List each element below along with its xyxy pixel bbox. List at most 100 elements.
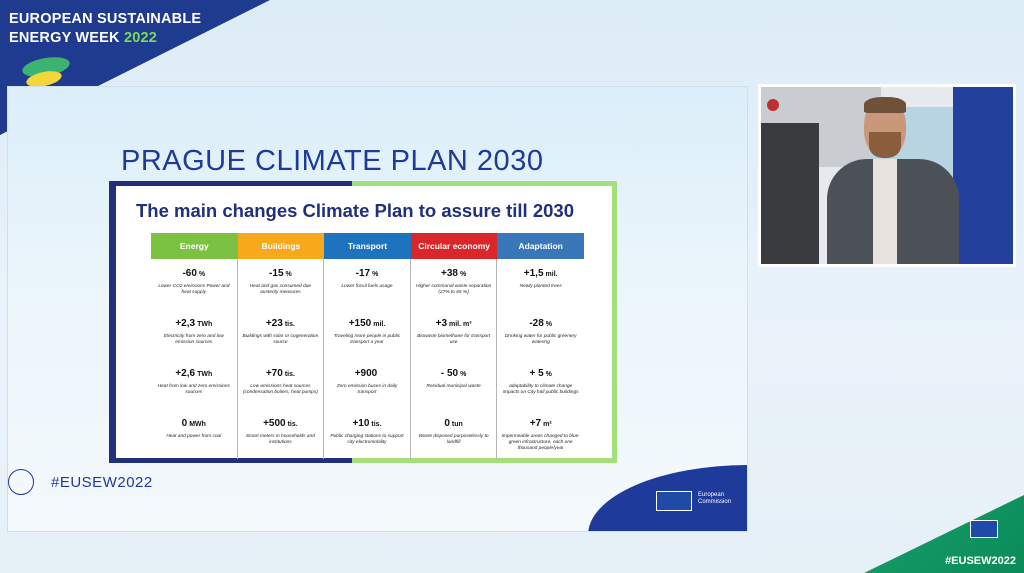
event-title-line1: EUROPEAN SUSTAINABLE [9,10,249,29]
cell-value: +10 [352,418,369,429]
cell-value: -15 [269,268,283,279]
cell-value: +38 [441,268,458,279]
table-cell: + 5% adaptability to climate change impac… [497,359,584,409]
cell-value: +500 [263,418,286,429]
speaker-video [758,84,1016,267]
cell-description: Heat and gas consumed due austerity meas… [241,284,321,296]
table-cell: +23 tis. Buildings with solar or cogenerat… [238,309,325,359]
table-cell: -28% Drinking water for public greenery w… [497,309,584,359]
cell-description: Newly planted trees [500,284,581,290]
camera-red-light [767,99,779,111]
speaker-beard [869,132,901,158]
cell-unit: tun [452,421,463,428]
cell-unit: % [546,371,552,378]
cell-description: Lower fossil fuels usage [327,284,407,290]
cell-unit: MWh [189,421,206,428]
table-cell: +3 mil. m³ Biowaste biomethane for transpo… [411,309,498,359]
slide-hashtag: #EUSEW2022 [51,474,153,491]
table-cell: +2,3 TWh Electricity from zero and low emi… [151,309,238,359]
cell-value: +900 [355,368,378,379]
cell-description: Heat and power from coal [154,434,234,440]
eu-flag-icon [656,491,692,511]
table-header-cell: Energy [151,233,238,259]
cell-description: Residual municipal waste [414,384,494,390]
people-icon [8,469,34,495]
cell-unit: m² [543,421,552,428]
table-cell: +900 Zero emission buses in daily transpo… [324,359,411,409]
table-cell: - 50% Residual municipal waste [411,359,498,409]
cell-value: +1,5 [524,268,544,279]
cell-description: Public charging stations to support city… [327,434,407,446]
table-header-cell: Transport [324,233,411,259]
table-cell: -17% Lower fossil fuels usage [324,259,411,309]
cell-description: Waste disposed purposelessly to landfill [414,434,494,446]
cell-description: Higher communal waste separation (27% to… [414,284,494,296]
cell-value: - 50 [441,368,458,379]
cell-value: -60 [182,268,196,279]
cell-value: +23 [266,318,283,329]
cell-unit: % [460,371,466,378]
cell-unit: tis. [285,321,295,328]
cell-value: -17 [356,268,370,279]
cell-value: 0 [182,418,188,429]
cell-description: adaptability to climate change impacts o… [500,384,581,396]
table-cell: 0 tun Waste disposed purposelessly to land… [411,409,498,459]
cell-value: +2,6 [175,368,195,379]
presentation-slide: PRAGUE CLIMATE PLAN 2030 The main change… [7,86,748,532]
cell-unit: % [286,271,292,278]
corner-eu-flag-icon [970,520,998,538]
event-year: 2022 [124,30,157,46]
table-cell: -60% Lower CO2 emissions Power and heat s… [151,259,238,309]
camera-dark-wall [761,123,819,267]
table-cell: -15% Heat and gas consumed due austerity … [238,259,325,309]
climate-plan-table: Energy Buildings Transport Circular economy… [151,233,584,459]
cell-description: Zero emission buses in daily transport [327,384,407,396]
ec-label-line1: European [698,492,731,499]
event-title-words: ENERGY WEEK [9,30,120,46]
cell-description: Biowaste biomethane for transport use [414,334,494,346]
event-title: EUROPEAN SUSTAINABLE ENERGY WEEK 2022 [9,10,249,48]
cell-value: +150 [349,318,372,329]
cell-unit: mil. [373,321,385,328]
cell-value: +3 [436,318,447,329]
cell-unit: % [546,321,552,328]
table-cell: +7 m² Impermeable areas changed to blue-gr… [497,409,584,459]
cell-unit: tis. [288,421,298,428]
cell-description: Impermeable areas changed to blue-green … [500,434,581,452]
cell-unit: TWh [197,321,212,328]
event-title-line2: ENERGY WEEK 2022 [9,29,249,48]
table-cell: +500 tis. Smart meters in households and i… [238,409,325,459]
cell-value: +7 [530,418,541,429]
cell-unit: tis. [285,371,295,378]
table-cell: +1,5 mil. Newly planted trees [497,259,584,309]
cell-unit: mil. [546,271,558,278]
cell-unit: % [460,271,466,278]
cell-unit: tis. [371,421,381,428]
ec-label-line2: Commission [698,499,731,506]
table-cell: +70 tis. Low emissions heat sources (conde… [238,359,325,409]
cell-unit: TWh [197,371,212,378]
cell-value: 0 [444,418,450,429]
table-cell: +10 tis. Public charging stations to suppo… [324,409,411,459]
camera-eu-screen [953,87,1013,267]
table-header-cell: Adaptation [497,233,584,259]
table-cell: +150 mil. Traveling more people in public … [324,309,411,359]
cell-unit: % [372,271,378,278]
ec-logo-label: European Commission [698,492,731,506]
speaker-shirt [873,159,897,267]
cell-unit: % [199,271,205,278]
overlay-hashtag: #EUSEW2022 [945,555,1016,567]
slide-title: PRAGUE CLIMATE PLAN 2030 [121,145,543,178]
cell-value: + 5 [529,368,543,379]
slide-subtitle: The main changes Climate Plan to assure … [136,200,574,222]
table-header-cell: Circular economy [411,233,498,259]
cell-description: Lower CO2 emissions Power and heat suppl… [154,284,234,296]
table-cell: 0 MWh Heat and power from coal [151,409,238,459]
cell-value: +70 [266,368,283,379]
cell-description: Drinking water for public greenery water… [500,334,581,346]
cell-description: Electricity from zero and low emission s… [154,334,234,346]
table-header-cell: Buildings [238,233,325,259]
cell-description: Low emissions heat sources (condensation… [241,384,321,396]
cell-description: Heat from low and zero emissions sources [154,384,234,396]
table-cell: +2,6 TWh Heat from low and zero emissions … [151,359,238,409]
